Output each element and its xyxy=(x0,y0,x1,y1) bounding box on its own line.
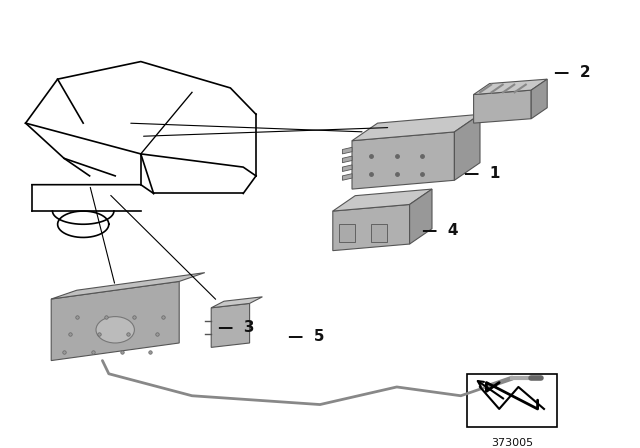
Bar xyxy=(467,374,557,426)
Polygon shape xyxy=(342,174,352,180)
Polygon shape xyxy=(342,147,352,154)
Polygon shape xyxy=(531,79,547,119)
Bar xyxy=(339,224,355,242)
Polygon shape xyxy=(474,79,547,95)
Bar xyxy=(371,224,387,242)
Text: —  2: — 2 xyxy=(554,65,590,80)
Text: 373005: 373005 xyxy=(491,438,533,448)
Polygon shape xyxy=(474,90,531,123)
Polygon shape xyxy=(211,303,250,347)
Polygon shape xyxy=(342,156,352,163)
Text: —  5: — 5 xyxy=(288,329,324,344)
Polygon shape xyxy=(352,132,454,189)
Polygon shape xyxy=(211,297,262,308)
Polygon shape xyxy=(352,114,480,141)
Polygon shape xyxy=(410,189,432,244)
Ellipse shape xyxy=(96,317,134,343)
Polygon shape xyxy=(342,165,352,172)
Polygon shape xyxy=(51,281,179,361)
Polygon shape xyxy=(333,189,432,211)
Text: —  1: — 1 xyxy=(464,166,500,181)
Polygon shape xyxy=(51,273,205,299)
Text: —  3: — 3 xyxy=(218,320,254,335)
Polygon shape xyxy=(333,204,410,250)
Polygon shape xyxy=(454,114,480,180)
Text: —  4: — 4 xyxy=(422,224,459,238)
